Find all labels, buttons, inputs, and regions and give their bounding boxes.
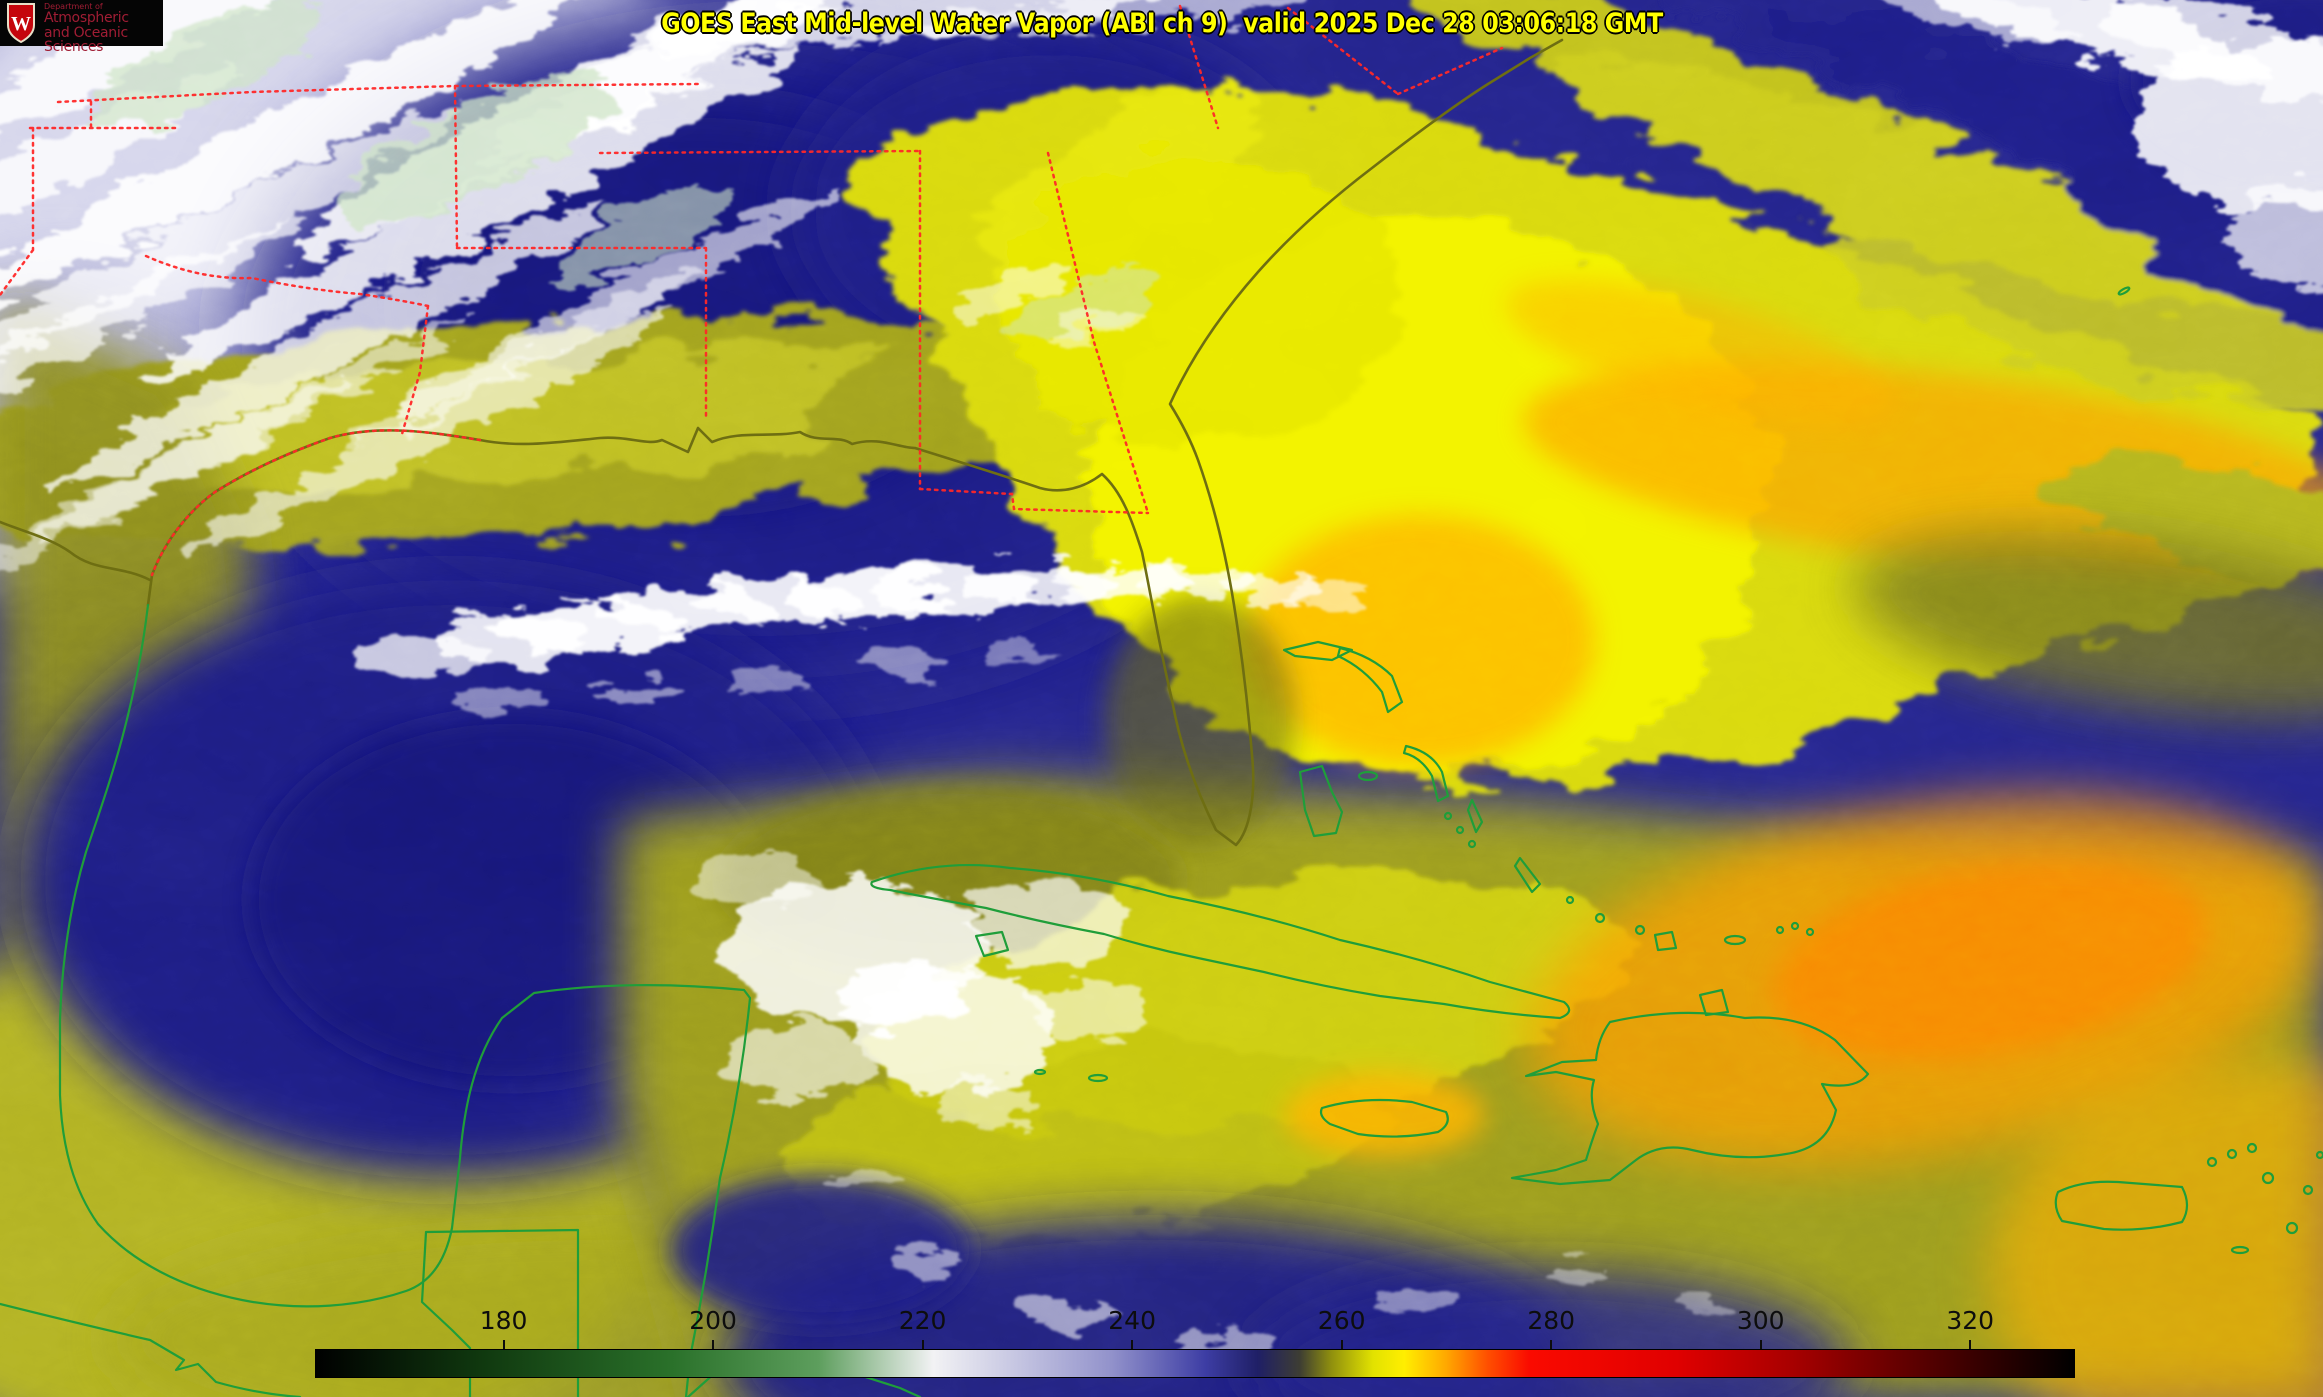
logo-name-line2: and Oceanic Sciences — [44, 24, 128, 56]
colorbar-tick — [712, 1340, 715, 1349]
colorbar-tick — [1550, 1340, 1553, 1349]
colorbar-label: 180 — [479, 1306, 528, 1335]
colorbar-label: 280 — [1527, 1306, 1576, 1335]
colorbar-label: 300 — [1736, 1306, 1785, 1335]
logo-text: Department of Atmospheric and Oceanic Sc… — [44, 2, 163, 56]
page-title: GOES East Mid-level Water Vapor (ABI ch … — [660, 8, 1663, 39]
state-borders-layer — [0, 4, 1504, 577]
colorbar-tick — [1340, 1340, 1343, 1349]
colorbar-gradient — [315, 1349, 2075, 1378]
colorbar: 180 200 220 240 260 280 300 320 — [315, 1306, 2075, 1378]
uw-crest-icon: W — [7, 3, 35, 43]
colorbar-label: 220 — [898, 1306, 947, 1335]
colorbar-tick — [1969, 1340, 1972, 1349]
colorbar-tick — [502, 1340, 505, 1349]
svg-text:W: W — [11, 13, 31, 35]
colorbar-tick — [921, 1340, 924, 1349]
university-logo: W Department of Atmospheric and Oceanic … — [0, 0, 163, 55]
colorbar-tick — [1759, 1340, 1762, 1349]
colorbar-label: 240 — [1108, 1306, 1156, 1335]
colorbar-label: 200 — [689, 1306, 737, 1335]
logo-name-line1: Atmospheric — [44, 10, 129, 27]
colorbar-tick — [1131, 1340, 1134, 1349]
logo-dept-line: Department of — [44, 2, 103, 11]
international-coastline-layer — [0, 286, 2323, 1397]
colorbar-label: 320 — [1946, 1306, 1995, 1335]
colorbar-label: 260 — [1317, 1306, 1366, 1335]
